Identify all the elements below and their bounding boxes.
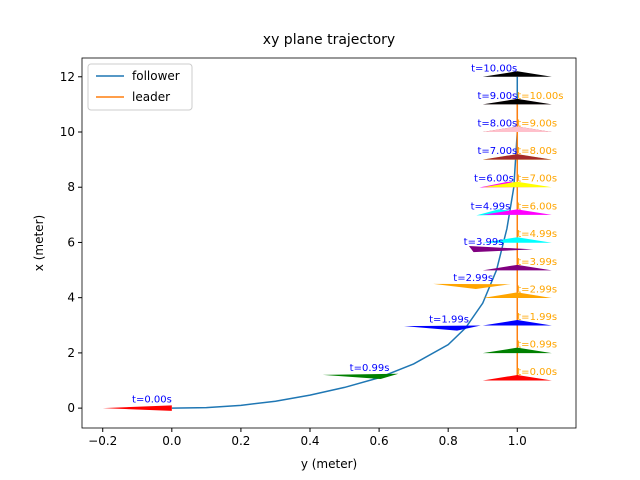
y-tick-label: 0 bbox=[67, 401, 75, 415]
x-tick-label: 0.4 bbox=[300, 434, 319, 448]
y-tick-label: 6 bbox=[67, 235, 75, 249]
heading-marker bbox=[482, 71, 552, 77]
time-label: t=10.00s bbox=[517, 91, 563, 102]
y-tick-label: 4 bbox=[67, 291, 75, 305]
legend-label: leader bbox=[132, 90, 170, 104]
time-label: t=4.99s bbox=[471, 201, 511, 212]
x-tick-label: 1.0 bbox=[508, 434, 527, 448]
heading-marker bbox=[482, 292, 552, 298]
legend-label: follower bbox=[132, 69, 180, 83]
time-label: t=1.99s bbox=[517, 312, 557, 323]
heading-marker bbox=[482, 98, 552, 105]
time-label: t=0.00s bbox=[132, 395, 172, 406]
time-label: t=0.99s bbox=[350, 363, 390, 374]
heading-marker bbox=[433, 283, 511, 290]
y-axis-label: x (meter) bbox=[32, 215, 46, 271]
heading-marker bbox=[482, 181, 552, 188]
time-label: t=6.00s bbox=[474, 174, 514, 185]
y-tick-label: 12 bbox=[60, 70, 75, 84]
time-label: t=1.99s bbox=[429, 315, 469, 326]
time-label: t=7.00s bbox=[477, 146, 517, 157]
heading-marker bbox=[482, 209, 552, 215]
heading-marker bbox=[482, 320, 552, 326]
time-label: t=8.00s bbox=[517, 146, 557, 157]
plot-frame bbox=[81, 57, 577, 429]
heading-marker bbox=[482, 154, 552, 160]
y-tick-label: 8 bbox=[67, 180, 75, 194]
time-label: t=10.00s bbox=[471, 63, 517, 74]
heading-marker bbox=[403, 325, 481, 331]
time-label: t=9.00s bbox=[477, 91, 517, 102]
time-label: t=0.99s bbox=[517, 340, 557, 351]
time-label: t=2.99s bbox=[517, 284, 557, 295]
y-tick-label: 10 bbox=[60, 125, 75, 139]
plot-area bbox=[82, 58, 576, 428]
heading-marker bbox=[482, 374, 552, 381]
time-label: t=3.99s bbox=[517, 257, 557, 268]
x-tick-label: 0.2 bbox=[231, 434, 250, 448]
x-tick-label: 0.0 bbox=[162, 434, 181, 448]
heading-marker bbox=[322, 373, 399, 380]
time-label: t=0.00s bbox=[517, 367, 557, 378]
x-axis-label: y (meter) bbox=[301, 457, 357, 471]
heading-marker bbox=[482, 347, 552, 354]
x-tick-label: 0.8 bbox=[439, 434, 458, 448]
time-label: t=7.00s bbox=[517, 174, 557, 185]
x-tick-label: −0.2 bbox=[88, 434, 117, 448]
heading-marker bbox=[468, 245, 534, 253]
time-label: t=3.99s bbox=[464, 237, 504, 248]
time-label: t=6.00s bbox=[517, 201, 557, 212]
chart-title: xy plane trajectory bbox=[263, 32, 395, 48]
heading-marker bbox=[482, 126, 552, 132]
time-label: t=9.00s bbox=[517, 118, 557, 129]
time-label: t=8.00s bbox=[477, 118, 517, 129]
trajectory-line bbox=[171, 76, 519, 409]
time-label: t=2.99s bbox=[453, 273, 493, 284]
heading-marker bbox=[482, 237, 552, 243]
heading-marker bbox=[102, 405, 172, 411]
time-label: t=4.99s bbox=[517, 229, 557, 240]
heading-marker bbox=[482, 264, 552, 271]
x-tick-label: 0.6 bbox=[370, 434, 389, 448]
y-tick-label: 2 bbox=[67, 346, 75, 360]
